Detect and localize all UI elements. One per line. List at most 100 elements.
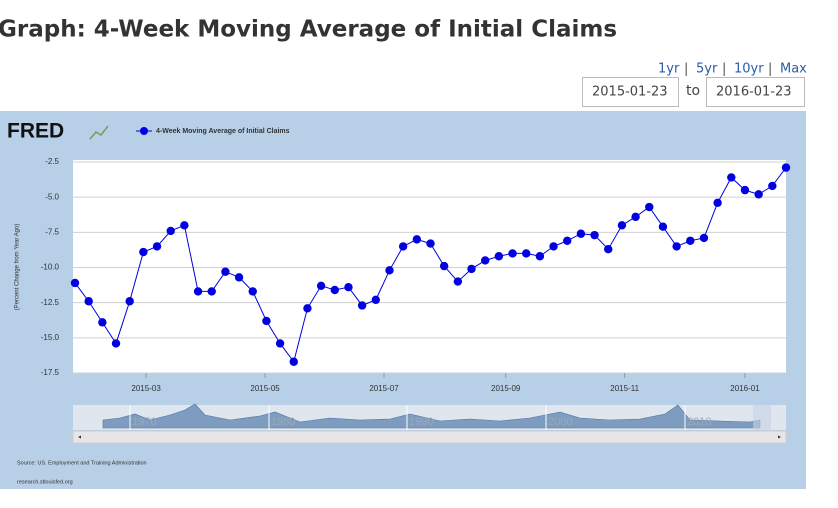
data-point: [576, 229, 586, 238]
data-point: [494, 252, 504, 261]
y-tick-label: -17.5: [41, 368, 60, 377]
x-tick-label: 2015-05: [250, 384, 280, 393]
range-link[interactable]: 1yr: [658, 62, 680, 77]
data-point: [303, 304, 312, 313]
y-axis-label: (Percent Change from Year Ago): [15, 224, 21, 311]
separator: |: [722, 62, 726, 77]
y-tick-label: -2.5: [45, 157, 59, 166]
x-tick-label: 2015-09: [491, 384, 521, 393]
scroll-right[interactable]: ▸: [778, 435, 781, 441]
data-point: [371, 295, 381, 305]
data-point: [740, 185, 750, 195]
data-point: [166, 226, 175, 236]
data-point: [508, 249, 517, 258]
navigator: ◂ ▸: [72, 403, 787, 444]
data-point: [672, 242, 681, 251]
x-tick-label: 2015-07: [369, 384, 399, 393]
data-point: [111, 339, 121, 348]
range-link[interactable]: Max: [780, 62, 807, 77]
end-date-input[interactable]: [706, 77, 805, 107]
data-point: [398, 242, 408, 251]
data-point: [98, 318, 107, 327]
data-point: [686, 236, 695, 245]
data-point: [221, 267, 230, 276]
data-point: [125, 297, 134, 306]
navigator-label: 1990: [409, 416, 433, 428]
data-point: [70, 278, 80, 288]
data-point: [645, 202, 654, 212]
range-links: 1yr | 5yr | 10yr | Max: [658, 62, 807, 77]
data-point: [357, 301, 367, 310]
y-tick-label: -7.5: [45, 227, 59, 236]
data-point: [234, 273, 244, 282]
start-date: 2015-01-23: [592, 85, 668, 100]
data-point: [330, 285, 339, 295]
data-point: [344, 282, 353, 292]
data-point: [535, 252, 545, 261]
data-point: [631, 212, 640, 222]
y-tick-label: -12.5: [41, 298, 60, 307]
data-point: [289, 357, 298, 366]
site: research.stlouisfed.org: [17, 479, 73, 485]
data-point: [152, 242, 162, 251]
data-point: [699, 233, 709, 243]
data-point: [768, 181, 777, 191]
to-label: to: [686, 83, 700, 99]
scrollbar[interactable]: [72, 430, 787, 444]
data-point: [453, 277, 463, 286]
start-date-input[interactable]: [582, 77, 679, 107]
data-point: [727, 173, 736, 182]
data-point: [604, 245, 613, 254]
source: Source: US. Employment and Training Admi…: [17, 460, 147, 466]
data-point: [590, 230, 599, 240]
data-point: [563, 236, 572, 245]
data-point: [248, 287, 257, 296]
data-point: [139, 247, 148, 257]
navigator-label: 1980: [271, 416, 295, 428]
y-tick-label: -15.0: [41, 333, 60, 342]
scroll-left[interactable]: ◂: [78, 435, 81, 441]
x-tick-label: 2016-01: [730, 384, 760, 393]
navigator-label: 1970: [132, 416, 156, 428]
data-point: [275, 339, 285, 348]
data-point: [385, 266, 394, 275]
range-link[interactable]: 10yr: [734, 62, 764, 77]
data-point: [658, 222, 668, 231]
page-title: Graph: 4-Week Moving Average of Initial …: [0, 17, 617, 43]
legend-marker: [140, 127, 148, 135]
navigator-window[interactable]: [753, 405, 771, 430]
data-point: [426, 239, 435, 248]
end-date: 2016-01-23: [716, 85, 792, 100]
y-tick-label: -10.0: [41, 263, 60, 272]
data-point: [617, 221, 627, 230]
data-point: [262, 316, 271, 326]
y-tick-label: -5.0: [45, 192, 59, 201]
data-point: [439, 261, 449, 271]
x-tick-label: 2015-11: [610, 384, 639, 393]
x-tick-label: 2015-03: [131, 384, 161, 393]
data-point: [180, 221, 189, 230]
navigator-label: 2010: [687, 416, 711, 428]
logo: FRED: [7, 120, 64, 143]
data-point: [754, 190, 763, 199]
range-link[interactable]: 5yr: [696, 62, 718, 77]
data-point: [781, 163, 791, 172]
data-point: [480, 256, 490, 265]
logo-icon: [89, 125, 109, 140]
data-point: [316, 281, 326, 290]
plot-area: [73, 160, 786, 373]
navigator-area: [102, 403, 761, 429]
data-point: [549, 242, 558, 251]
data-point: [207, 287, 216, 296]
data-point: [193, 287, 203, 296]
separator: |: [768, 62, 772, 77]
data-point: [522, 249, 531, 258]
separator: |: [684, 62, 688, 77]
data-point: [713, 198, 722, 207]
data-point: [84, 297, 93, 306]
data-point: [412, 235, 422, 244]
navigator-label: 2000: [548, 416, 572, 428]
legend-label: 4-Week Moving Average of Initial Claims: [156, 128, 290, 135]
